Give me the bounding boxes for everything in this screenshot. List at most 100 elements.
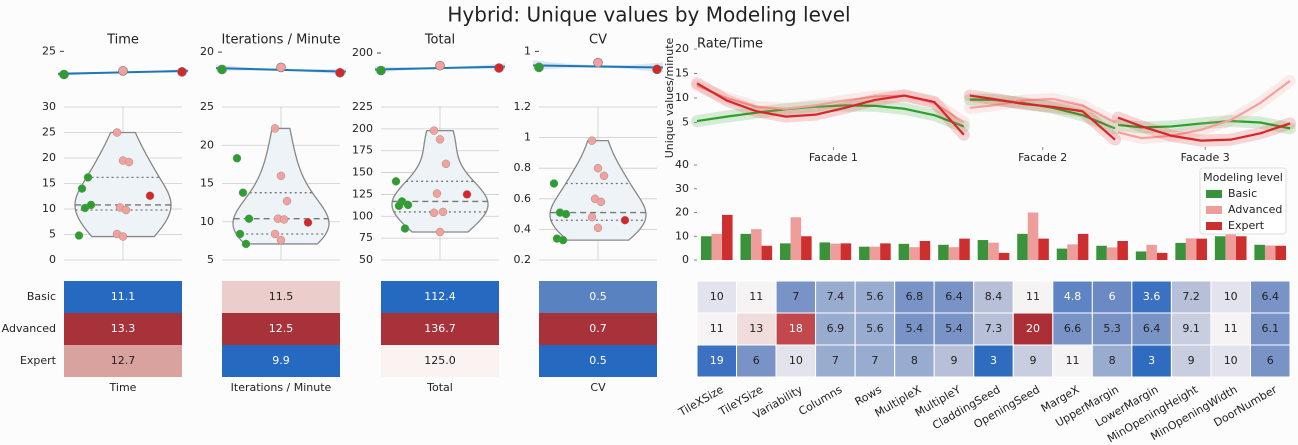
cell-label: 6: [1109, 290, 1116, 303]
point: [86, 200, 96, 210]
point: [303, 218, 313, 227]
bar: [1146, 244, 1157, 260]
y-tick-label: 1.2: [514, 100, 532, 113]
cell-label: 11: [1026, 290, 1040, 303]
row-label: Expert: [20, 354, 57, 367]
heat-cell: [1091, 344, 1133, 378]
bar: [819, 242, 831, 260]
violin-body: [549, 140, 647, 241]
point: [593, 57, 603, 68]
point: [549, 179, 559, 188]
row-label: Basic: [27, 290, 56, 303]
point: [241, 239, 251, 249]
y-tick-label: 1: [524, 131, 531, 144]
cell-label: 10: [710, 290, 724, 303]
bar: [1017, 233, 1028, 260]
point: [534, 62, 544, 73]
legend-label: Basic: [1228, 187, 1257, 200]
point: [400, 224, 410, 233]
heat-cell: [973, 312, 1014, 346]
bar: [790, 217, 802, 260]
point: [112, 128, 122, 137]
heat-cell: [933, 344, 975, 378]
heat-cell: [64, 281, 182, 313]
point: [282, 196, 292, 206]
y-tick-label: 25: [42, 44, 56, 57]
heat-cell: [1170, 280, 1212, 314]
y-tick-label: 25: [200, 100, 214, 113]
point: [83, 173, 93, 182]
point: [587, 136, 597, 145]
heat-cell: [775, 312, 817, 346]
bar: [869, 246, 881, 260]
bar: [1096, 245, 1107, 260]
cell-label: 0.7: [589, 322, 607, 335]
heat-cell: [539, 345, 657, 377]
cell-label: 112.4: [424, 290, 456, 303]
cell-label: 18: [789, 322, 803, 335]
cell-label: 11.1: [111, 290, 136, 303]
cell-label: 6: [1267, 354, 1274, 367]
point: [403, 200, 413, 210]
bar: [761, 245, 773, 260]
cell-label: 136.7: [424, 322, 456, 335]
point: [244, 214, 254, 223]
cell-label: 13.3: [111, 322, 136, 335]
cell-label: 9.1: [1182, 322, 1200, 335]
x-label: Iterations / Minute: [231, 381, 332, 394]
cell-label: 5.3: [1103, 322, 1121, 335]
point: [438, 207, 448, 217]
heat-cell: [815, 312, 856, 346]
point: [429, 126, 439, 135]
y-tick-label: 175: [352, 144, 373, 157]
point: [435, 60, 445, 71]
y-tick-label: 5: [682, 116, 689, 129]
legend-label: Expert: [1228, 219, 1265, 232]
bar: [1077, 233, 1089, 260]
bar: [1185, 238, 1197, 260]
cell-label: 3.6: [1143, 290, 1161, 303]
heat-cell: [381, 345, 499, 377]
bar: [977, 240, 989, 260]
point: [121, 205, 131, 215]
y-axis-label: Unique values/minute: [663, 37, 676, 158]
cell-label: 9: [1030, 354, 1037, 367]
bar: [998, 252, 1010, 260]
point: [441, 159, 451, 169]
x-tick-label: Facade 1: [809, 151, 858, 164]
cell-label: 6: [753, 354, 760, 367]
cell-label: 5.4: [945, 322, 963, 335]
cell-label: 5.4: [906, 322, 924, 335]
bar: [880, 243, 891, 260]
cell-label: 0.5: [589, 354, 607, 367]
point: [77, 184, 87, 193]
point: [394, 201, 404, 210]
cell-label: 10: [1224, 290, 1238, 303]
x-label: CV: [590, 381, 606, 394]
y-tick-label: 100: [352, 209, 373, 222]
cell-label: 6.6: [1064, 322, 1082, 335]
y-tick-label: 50: [359, 253, 373, 266]
heat-cell: [1131, 312, 1172, 346]
y-tick-label: 10: [675, 229, 689, 242]
heat-cell: [736, 344, 777, 378]
y-tick-label: 75: [359, 231, 373, 244]
cell-label: 11: [1224, 322, 1238, 335]
point: [217, 64, 227, 75]
y-tick-label: 0: [49, 253, 56, 266]
y-tick-label: 225: [352, 100, 373, 113]
point: [435, 227, 445, 237]
bar: [1225, 233, 1236, 260]
cell-label: 11.5: [269, 290, 294, 303]
panel-title: Time: [106, 33, 139, 48]
bar: [830, 243, 841, 260]
cell-label: 10: [1224, 354, 1238, 367]
bar: [711, 233, 723, 260]
point: [276, 62, 286, 73]
y-tick-label: 25: [42, 126, 56, 139]
heat-cell: [1012, 280, 1054, 314]
bar: [988, 242, 999, 260]
violin-body: [391, 129, 489, 233]
heat-cell: [815, 280, 856, 314]
